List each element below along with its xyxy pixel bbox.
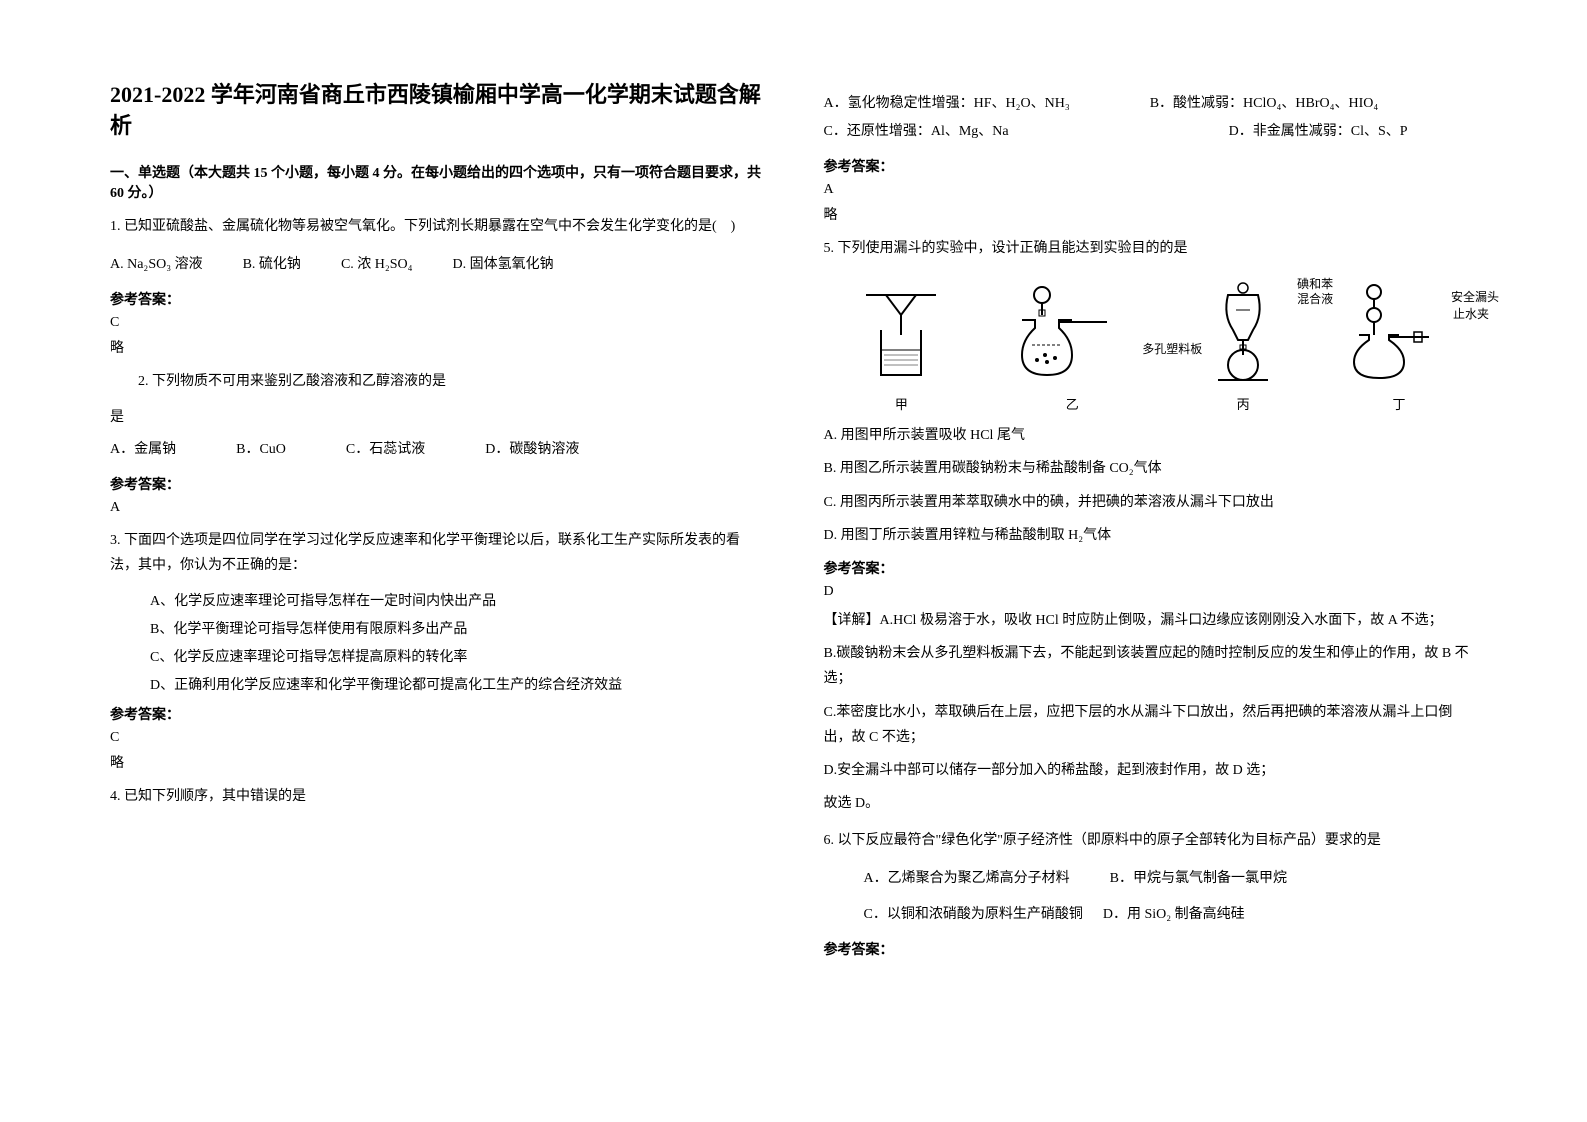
q6-opt-b: B．甲烷与氯气制备一氯甲烷 [1110,865,1287,893]
q3-note: 略 [110,752,764,772]
q1-answer-label: 参考答案： [110,289,764,309]
q1-note: 略 [110,337,764,357]
q5-opt-d: D. 用图丁所示装置用锌粒与稀盐酸制取 H₂气体 [824,523,1478,548]
q3-opt-a: A、化学反应速率理论可指导怎样在一定时间内快出产品 [110,590,764,610]
q1-opt-c: C. 浓 H₂SO₄ [341,251,413,279]
q2-suffix: 是 [110,406,764,426]
q2-opt-a: A．金属钠 [110,436,176,464]
q6-opt-d: D．用 SiO₂ 制备高纯硅 [1103,901,1245,929]
q6-opt-a: A．乙烯聚合为聚乙烯高分子材料 [864,865,1070,893]
flask-funnel-icon [1002,280,1142,390]
q3-answer: C [110,730,764,746]
q6-text: 6. 以下反应最符合"绿色化学"原子经济性（即原料中的原子全部转化为目标产品）要… [824,828,1478,853]
q1-opt-b: B. 硫化钠 [243,251,301,279]
separating-funnel-icon [1188,280,1298,390]
q1-opt-a: A. Na₂SO₃ 溶液 [110,251,203,279]
q2-text: 2. 下列物质不可用来鉴别乙酸溶液和乙醇溶液的是 [110,369,764,394]
q5-answer-label: 参考答案： [824,558,1478,578]
q2-opt-b: B．CuO [236,436,286,464]
diagram-label-yi: 乙 [1066,394,1079,413]
annotation-ding-2: 止水夹 [1453,305,1489,322]
q5-opt-a: A. 用图甲所示装置吸收 HCl 尾气 [824,423,1478,448]
safety-funnel-icon [1344,280,1454,390]
annotation-ding-1: 安全漏头 [1451,288,1499,305]
q5-text: 5. 下列使用漏斗的实验中，设计正确且能达到实验目的的是 [824,236,1478,261]
q6-answer-label: 参考答案： [824,939,1478,959]
q3-answer-label: 参考答案： [110,704,764,724]
diagram-bing: 碘和苯 混合液 丙 [1188,280,1298,413]
q5-exp-3: D.安全漏斗中部可以储存一部分加入的稀盐酸，起到液封作用，故 D 选； [824,758,1478,783]
diagram-label-bing: 丙 [1237,394,1250,413]
q4-opt-c: C．还原性增强：Al、Mg、Na [824,118,1009,146]
q3-text: 3. 下面四个选项是四位同学在学习过化学反应速率和化学平衡理论以后，联系化工生产… [110,528,764,578]
q4-options: A．氢化物稳定性增强：HF、H₂O、NH₃ B．酸性减弱：HClO₄、HBrO₄… [824,90,1478,146]
q3-opt-d: D、正确利用化学反应速率和化学平衡理论都可提高化工生产的综合经济效益 [110,674,764,694]
q5-opt-b: B. 用图乙所示装置用碳酸钠粉末与稀盐酸制备 CO₂气体 [824,456,1478,481]
diagram-yi: 多孔塑料板 乙 [1002,280,1142,413]
q5-exp-2: C.苯密度比水小，萃取碘后在上层，应把下层的水从漏斗下口放出，然后再把碘的苯溶液… [824,700,1478,750]
q5-diagrams: 甲 多孔塑料板 乙 [824,273,1478,413]
q5-exp-0: 【详解】A.HCl 极易溶于水，吸收 HCl 时应防止倒吸，漏斗口边缘应该刚刚没… [824,608,1478,633]
q5-answer: D [824,584,1478,600]
q2-opt-c: C．石蕊试液 [346,436,425,464]
q1-opt-d: D. 固体氢氧化钠 [453,251,554,279]
q4-opt-b: B．酸性减弱：HClO₄、HBrO₄、HIO₄ [1150,90,1379,118]
q4-opt-d: D．非金属性减弱：Cl、S、P [1229,118,1408,146]
q1-answer: C [110,315,764,331]
q3-opt-c: C、化学反应速率理论可指导怎样提高原料的转化率 [110,646,764,666]
q2-answer: A [110,500,764,516]
q4-answer-label: 参考答案： [824,156,1478,176]
diagram-label-jia: 甲 [895,394,908,413]
q4-text: 4. 已知下列顺序，其中错误的是 [110,784,764,809]
q2-answer-label: 参考答案： [110,474,764,494]
q5-opt-c: C. 用图丙所示装置用苯萃取碘水中的碘，并把碘的苯溶液从漏斗下口放出 [824,490,1478,515]
q4-note: 略 [824,204,1478,224]
q5-exp-4: 故选 D。 [824,791,1478,816]
q6-options: A．乙烯聚合为聚乙烯高分子材料 B．甲烷与氯气制备一氯甲烷 C．以铜和浓硝酸为原… [824,865,1478,929]
q1-text: 1. 已知亚硫酸盐、金属硫化物等易被空气氧化。下列试剂长期暴露在空气中不会发生化… [110,214,764,239]
section-heading: 一、单选题（本大题共 15 个小题，每小题 4 分。在每小题给出的四个选项中，只… [110,162,764,202]
funnel-beaker-icon [846,280,956,390]
exam-title: 2021-2022 学年河南省商丘市西陵镇榆厢中学高一化学期末试题含解析 [110,80,764,142]
annotation-bing-2: 混合液 [1297,290,1333,307]
q6-opt-c: C．以铜和浓硝酸为原料生产硝酸铜 [864,901,1083,929]
diagram-label-ding: 丁 [1393,394,1406,413]
q3-opt-b: B、化学平衡理论可指导怎样使用有限原料多出产品 [110,618,764,638]
q2-opt-d: D．碳酸钠溶液 [485,436,579,464]
q4-answer: A [824,182,1478,198]
q1-options: A. Na₂SO₃ 溶液 B. 硫化钠 C. 浓 H₂SO₄ D. 固体氢氧化钠 [110,251,764,279]
q4-opt-a: A．氢化物稳定性增强：HF、H₂O、NH₃ [824,90,1070,118]
q5-exp-1: B.碳酸钠粉末会从多孔塑料板漏下去，不能起到该装置应起的随时控制反应的发生和停止… [824,641,1478,691]
q2-options: A．金属钠 B．CuO C．石蕊试液 D．碳酸钠溶液 [110,436,764,464]
diagram-jia: 甲 [846,280,956,413]
diagram-ding: 安全漏头 止水夹 丁 [1344,280,1454,413]
